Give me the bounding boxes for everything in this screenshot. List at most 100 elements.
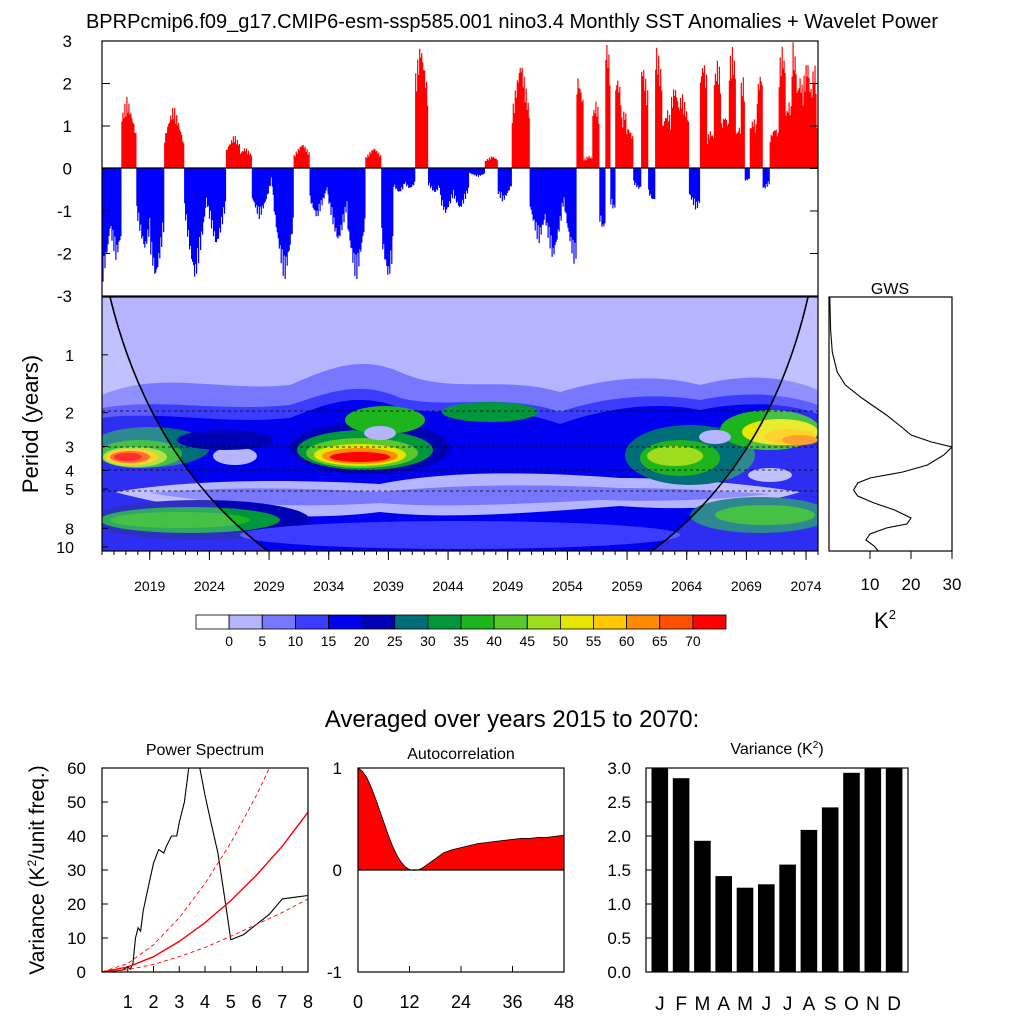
blob-low-e (715, 505, 815, 525)
gws-xaxis: 10 20 30 (861, 551, 961, 594)
coi-curve-right (651, 297, 809, 551)
variance-panel: Variance (K2) J F M A M J J A S O N D3.02.52.01.51.… (607, 740, 909, 1015)
variance-bar (758, 884, 775, 972)
negative-anomaly (102, 168, 770, 282)
colorbar: 0 5 10 15 20 25 30 35 40 45 50 55 60 65 70 (195, 614, 727, 649)
variance-bar (843, 772, 860, 972)
blob-center-f (330, 452, 390, 462)
positive-anomaly (121, 42, 818, 169)
gws-title: GWS (871, 281, 909, 298)
wavelet-xtick-label: 2049 (492, 578, 523, 594)
colorbar-swatch (692, 614, 727, 630)
power-spectrum-ytick-label: 10 (67, 929, 86, 948)
wavelet-xtick-label: 2024 (194, 578, 225, 594)
blob-center-h (442, 402, 538, 422)
variance-xtick-label: F (675, 994, 687, 1015)
variance-bar (736, 887, 754, 972)
wavelet-xtick-label: 2039 (373, 578, 404, 594)
power-spectrum-xtick-label: 4 (200, 992, 210, 1012)
gws-xtick-label: 10 (861, 575, 880, 594)
anomaly-ytick-label: 1 (63, 117, 72, 136)
coi-curve-left (109, 297, 269, 551)
anomaly-area (102, 42, 818, 282)
colorbar-label: 35 (453, 633, 469, 649)
power-spectrum-ytick-label: 0 (77, 963, 86, 982)
colorbar-swatch (526, 614, 561, 630)
blob-low-c (110, 512, 250, 528)
gws-curve (829, 297, 952, 551)
anomaly-ytick-label: -3 (57, 287, 72, 306)
variance-xtick-label: A (717, 994, 730, 1015)
autocorrelation-title: Autocorrelation (407, 746, 515, 763)
wavelet-ytick-label: 5 (65, 482, 74, 499)
anomaly-panel: 3 2 1 0 -1 -2 -3 (57, 32, 819, 306)
power-spectrum-ytick-label: 30 (67, 861, 86, 880)
power-spectrum-xtick-label: 3 (174, 992, 184, 1012)
gws-panel: GWS 10 20 30 K2 (828, 281, 961, 633)
power-spectrum-xtick-label: 2 (148, 992, 158, 1012)
autocorrelation-ytick-label: -1 (327, 963, 342, 982)
wavelet-ytick-label: 10 (56, 540, 74, 557)
power-spectrum-xtick-label: 5 (226, 992, 236, 1012)
colorbar-label: 20 (354, 633, 370, 649)
colorbar-swatch (626, 614, 661, 630)
blob-left-g (177, 430, 273, 450)
colorbar-label: 45 (519, 633, 535, 649)
hole-center (364, 426, 396, 440)
colorbar-label: 65 (652, 633, 668, 649)
hole-left (213, 447, 257, 465)
autocorrelation-xtick-label: 12 (399, 992, 419, 1012)
power-spectrum-ylabel: Variance (K2/unit freq.) (25, 765, 49, 974)
variance-xtick-label: J (655, 994, 665, 1015)
variance-xtick-label: O (844, 994, 859, 1015)
variance-bar (821, 807, 839, 972)
wavelet-xtick-label: 2064 (671, 578, 702, 594)
variance-bar (885, 768, 903, 972)
variance-bars (651, 768, 903, 972)
power-spectrum-axes: 0 10 20 30 40 50 60 1 2 3 4 5 6 7 8 (67, 759, 313, 1012)
coi-hatch-left (102, 297, 268, 551)
wavelet-xtick-label: 2074 (790, 578, 821, 594)
variance-xtick-label: J (762, 994, 772, 1015)
wavelet-xtick-label: 2019 (134, 578, 165, 594)
power-spectrum-xtick-label: 7 (277, 992, 287, 1012)
colorbar-swatch (659, 614, 694, 630)
wavelet-xtick-label: 2044 (432, 578, 463, 594)
main-title: BPRPcmip6.f09_g17.CMIP6-esm-ssp585.001 n… (86, 11, 938, 33)
subtitle: Averaged over years 2015 to 2070: (325, 706, 699, 733)
colorbar-label: 50 (553, 633, 569, 649)
variance-bar (800, 829, 818, 972)
autocorrelation-xtick-label: 36 (502, 992, 522, 1012)
power-spectrum-lines (102, 768, 308, 972)
power-spectrum-xtick-label: 8 (303, 992, 313, 1012)
power-spectrum-series (102, 811, 308, 972)
colorbar-label: 60 (619, 633, 635, 649)
variance-xtick-label: N (866, 994, 880, 1015)
blob-right-c (647, 446, 703, 466)
variance-bar (694, 840, 711, 972)
weak-band-core (150, 485, 770, 506)
colorbar-swatch (593, 614, 627, 630)
variance-axes: J F M A M J J A S O N D3.02.52.01.51.00.50.0 (607, 759, 901, 1015)
anomaly-yaxis: 3 2 1 0 -1 -2 -3 (57, 32, 818, 306)
autocorrelation-axes: 1 0 -1 0 12 24 36 48 (327, 759, 574, 1012)
colorbar-swatch (460, 614, 495, 630)
autocorrelation-fill (358, 768, 564, 871)
variance-ytick-label: 3.0 (607, 759, 631, 778)
wavelet-ytick-label: 8 (65, 521, 74, 538)
power-spectrum-ytick-label: 40 (67, 827, 86, 846)
variance-ytick-label: 2.5 (607, 793, 631, 812)
colorbar-label: 30 (420, 633, 436, 649)
anomaly-ytick-label: -1 (57, 202, 72, 221)
variance-xtick-label: M (695, 994, 711, 1015)
colorbar-label: 55 (586, 633, 602, 649)
autocorrelation-area (358, 768, 564, 871)
gws-frame (828, 296, 953, 552)
wavelet-xtick-label: 2034 (313, 578, 344, 594)
power-spectrum-series (102, 768, 270, 972)
power-spectrum-series (102, 898, 308, 972)
variance-bar (672, 778, 690, 972)
power-spectrum-xtick-label: 6 (251, 992, 261, 1012)
coi-hatch-right (652, 297, 818, 551)
